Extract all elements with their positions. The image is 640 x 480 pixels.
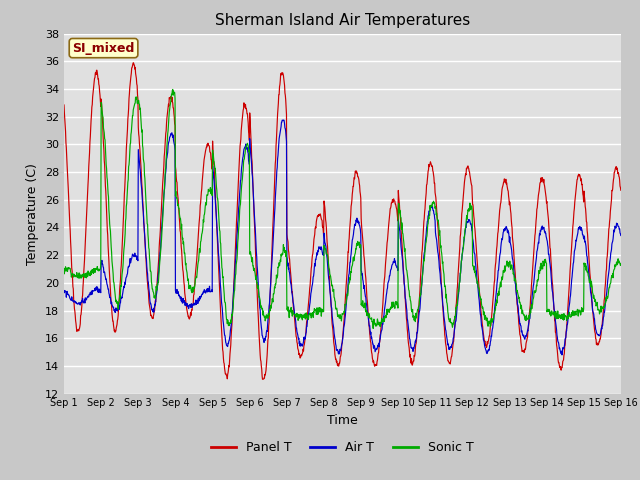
Sonic T (552, 312, 559, 317)
Panel T (129, 60, 137, 66)
Panel T (184, 314, 192, 320)
Panel T (502, 181, 510, 187)
Air T (429, 208, 437, 214)
Panel T (617, 187, 625, 193)
Sonic T (617, 261, 625, 266)
Panel T (246, 127, 254, 133)
Sonic T (246, 249, 254, 255)
X-axis label: Time: Time (327, 414, 358, 427)
Air T (246, 144, 254, 150)
Panel T (171, 121, 179, 127)
Panel T (259, 376, 266, 382)
Air T (170, 141, 178, 146)
Legend: Panel T, Air T, Sonic T: Panel T, Air T, Sonic T (206, 436, 479, 459)
Sonic T (171, 90, 179, 96)
Panel T (60, 102, 68, 108)
Air T (617, 233, 625, 239)
Title: Sherman Island Air Temperatures: Sherman Island Air Temperatures (215, 13, 470, 28)
Panel T (552, 330, 559, 336)
Air T (280, 117, 287, 123)
Air T (502, 224, 509, 230)
Sonic T (429, 198, 437, 204)
Sonic T (184, 276, 192, 282)
Air T (60, 288, 68, 294)
Line: Sonic T: Sonic T (64, 89, 621, 328)
Air T (558, 352, 566, 358)
Sonic T (60, 268, 68, 274)
Y-axis label: Temperature (C): Temperature (C) (26, 163, 39, 264)
Text: SI_mixed: SI_mixed (72, 42, 135, 55)
Sonic T (369, 325, 377, 331)
Line: Panel T: Panel T (64, 63, 621, 379)
Air T (551, 313, 559, 319)
Sonic T (502, 262, 510, 268)
Panel T (429, 172, 437, 178)
Line: Air T: Air T (64, 120, 621, 355)
Air T (184, 302, 191, 308)
Sonic T (169, 86, 177, 92)
